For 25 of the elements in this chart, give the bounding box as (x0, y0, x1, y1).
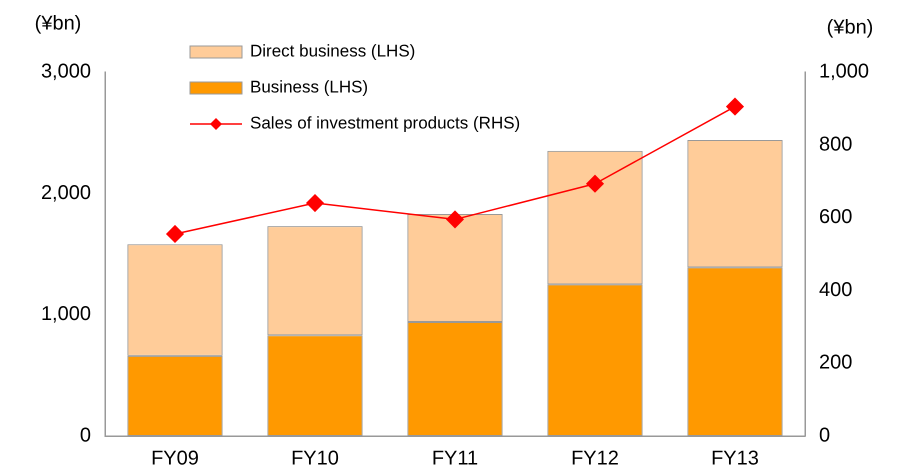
x-tick-label: FY10 (291, 448, 339, 470)
y2-tick-label: 400 (819, 278, 852, 301)
point (306, 194, 324, 212)
y-tick-label: 2,000 (40, 182, 91, 204)
legend-label: Business (LHS) (250, 78, 368, 97)
x-tick-label: FY13 (711, 448, 759, 470)
point (446, 210, 464, 228)
y2-tick-label: 600 (819, 206, 852, 228)
legend-label: Direct business (LHS) (250, 42, 416, 61)
x-tick-label: FY11 (432, 448, 478, 470)
point (586, 175, 604, 192)
y-axis-title: (¥bn) (34, 12, 82, 35)
y-tick-label: 0 (80, 424, 91, 447)
point (726, 98, 744, 116)
y2-tick-label: 1,000 (819, 60, 870, 83)
y2-tick-label: 800 (819, 133, 852, 156)
x-tick-label: FY12 (571, 448, 619, 470)
y2-tick-label: 200 (819, 352, 852, 374)
y-tick-label: 3,000 (40, 60, 91, 83)
point (166, 225, 184, 243)
y2-axis-title: (¥bn) (826, 16, 874, 39)
y2-tick-label: 0 (819, 424, 830, 447)
legend-label: Sales of investment products (RHS) (250, 114, 520, 133)
y-tick-label: 1,000 (40, 303, 91, 326)
x-tick-label: FY09 (151, 448, 199, 470)
